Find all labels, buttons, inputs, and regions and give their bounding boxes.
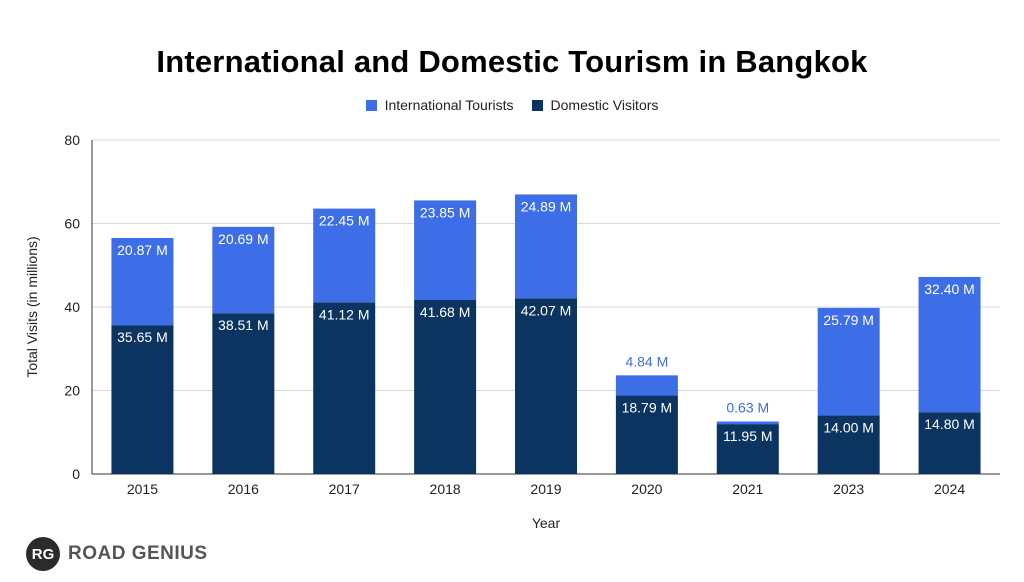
bar-domestic — [111, 325, 174, 474]
data-label-international: 20.69 M — [218, 231, 269, 247]
data-label-domestic: 38.51 M — [218, 317, 269, 333]
x-axis-title: Year — [532, 515, 561, 531]
road-genius-logo: RG ROAD GENIUS — [26, 537, 208, 571]
bar-international — [615, 375, 678, 396]
legend-swatch-domestic — [531, 99, 543, 111]
data-label-international: 24.89 M — [521, 198, 572, 214]
bar-domestic — [615, 395, 678, 474]
legend-swatch-international — [365, 99, 377, 111]
bar-international — [111, 238, 174, 326]
bar-international — [515, 194, 577, 299]
y-tick-label: 0 — [72, 466, 80, 482]
bar-domestic — [918, 412, 981, 474]
x-tick-label: 2016 — [228, 481, 259, 497]
bar-domestic — [414, 299, 477, 474]
bar-domestic — [716, 424, 779, 474]
data-label-international: 32.40 M — [924, 281, 975, 297]
legend-label-international: International Tourists — [384, 97, 514, 113]
x-tick-label: 2015 — [127, 481, 158, 497]
y-tick-label: 60 — [64, 216, 80, 232]
chart-title: International and Domestic Tourism in Ba… — [156, 44, 868, 79]
bar-international — [918, 276, 981, 413]
data-label-domestic: 41.12 M — [319, 306, 370, 322]
data-label-domestic: 14.80 M — [924, 416, 975, 432]
logo-text: ROAD GENIUS — [68, 543, 208, 564]
x-tick-label: 2020 — [631, 481, 662, 497]
data-label-domestic: 41.68 M — [420, 304, 471, 320]
data-label-domestic: 11.95 M — [723, 428, 773, 444]
y-tick-label: 40 — [64, 299, 80, 315]
y-axis-title: Total Visits (in millions) — [24, 236, 40, 377]
bar-international — [817, 307, 880, 416]
legend-label-domestic: Domestic Visitors — [550, 97, 659, 113]
bar-domestic — [313, 302, 376, 474]
data-label-international: 20.87 M — [117, 242, 168, 258]
x-tick-label: 2019 — [530, 481, 561, 497]
data-label-domestic: 14.00 M — [823, 420, 874, 436]
data-label-domestic: 18.79 M — [622, 400, 673, 416]
bar-international — [414, 200, 477, 300]
x-tick-label: 2024 — [934, 481, 965, 497]
bar-domestic — [817, 415, 880, 474]
legend-item-international: International Tourists — [365, 97, 514, 113]
bar-domestic — [515, 298, 577, 474]
data-label-international: 25.79 M — [823, 312, 874, 328]
bar-international — [212, 226, 275, 314]
x-tick-label: 2021 — [732, 481, 763, 497]
bar-domestic — [212, 313, 275, 474]
data-label-international: 23.85 M — [420, 204, 471, 220]
data-label-international: 22.45 M — [319, 213, 370, 229]
data-label-international: 0.63 M — [726, 399, 769, 415]
bar-international — [716, 421, 779, 425]
chart-legend: International Tourists Domestic Visitors — [0, 97, 1024, 113]
y-tick-label: 20 — [64, 383, 80, 399]
x-tick-label: 2018 — [430, 481, 461, 497]
data-label-domestic: 42.07 M — [521, 302, 572, 318]
data-label-international: 4.84 M — [625, 353, 668, 369]
x-tick-label: 2023 — [833, 481, 864, 497]
y-tick-label: 80 — [64, 132, 80, 148]
data-label-domestic: 35.65 M — [117, 329, 168, 345]
x-tick-label: 2017 — [329, 481, 360, 497]
logo-badge: RG — [26, 537, 60, 571]
legend-item-domestic: Domestic Visitors — [531, 97, 659, 113]
bar-international — [313, 208, 376, 303]
